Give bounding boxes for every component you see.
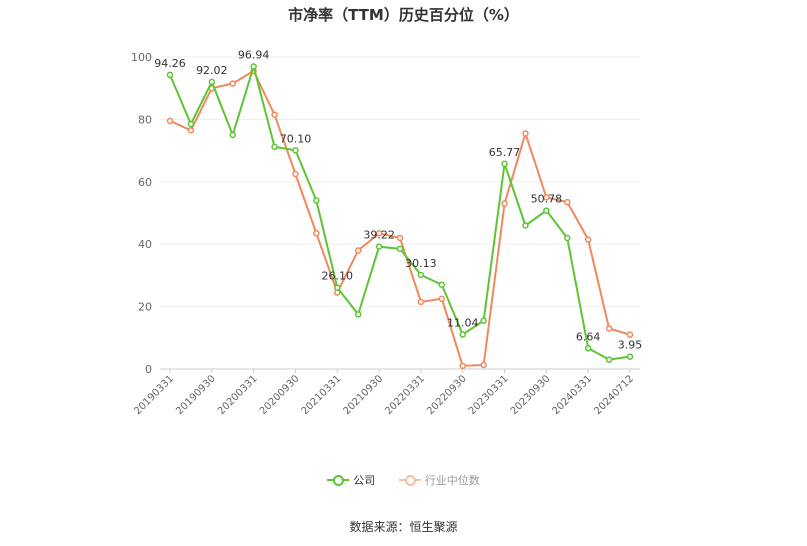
data-label: 39.22 — [363, 229, 395, 242]
y-tick-label: 100 — [131, 51, 152, 64]
data-source: 数据来源：恒生聚源 — [349, 520, 458, 534]
data-point — [313, 230, 320, 237]
x-tick-label: 20200331 — [216, 373, 260, 417]
data-label: 50.78 — [531, 193, 563, 206]
series-line-company — [169, 62, 631, 361]
data-label: 26.10 — [322, 270, 354, 283]
data-point — [626, 353, 634, 360]
y-tick-label: 20 — [138, 301, 152, 314]
x-tick-label: 20210331 — [300, 373, 344, 417]
legend-swatch-company — [327, 475, 350, 486]
data-point — [501, 200, 508, 207]
data-label: 30.13 — [405, 257, 437, 270]
data-point — [543, 194, 550, 201]
legend: 公司 行业中位数 — [0, 472, 807, 488]
x-tick-label: 20240712 — [592, 373, 636, 417]
y-tick-label: 60 — [138, 176, 152, 189]
data-point — [166, 117, 174, 125]
data-point — [271, 143, 278, 151]
data-point — [564, 198, 571, 206]
data-point — [480, 317, 487, 324]
data-point — [375, 243, 383, 250]
x-tick-label: 20240331 — [551, 373, 595, 417]
x-tick-label: 20210930 — [341, 373, 385, 417]
chart-title: 市净率（TTM）历史百分位（%） — [288, 6, 519, 24]
data-point — [480, 361, 487, 369]
data-point — [229, 131, 236, 139]
data-point — [354, 311, 362, 318]
data-point — [313, 197, 320, 204]
data-point — [271, 111, 278, 118]
data-label: 6.64 — [576, 330, 601, 343]
data-point — [417, 271, 425, 279]
legend-swatch-industry-median — [398, 475, 421, 486]
data-point — [438, 295, 446, 303]
legend-label-company: 公司 — [353, 474, 376, 487]
data-point — [522, 130, 529, 137]
data-point — [396, 245, 404, 253]
data-point — [605, 356, 613, 363]
legend-item-industry-median[interactable]: 行业中位数 — [398, 472, 480, 488]
data-point — [396, 234, 404, 242]
x-tick-label: 20230331 — [467, 373, 511, 417]
data-label: 94.26 — [154, 57, 186, 70]
data-point — [626, 331, 634, 338]
data-point — [187, 120, 195, 128]
y-tick-label: 40 — [138, 238, 152, 251]
y-tick-label: 0 — [145, 363, 152, 376]
x-tick-label: 20220930 — [425, 373, 469, 417]
data-label: 65.77 — [489, 146, 521, 159]
data-point — [522, 222, 529, 229]
data-label: 96.94 — [238, 49, 270, 62]
x-tick-label: 20190331 — [132, 373, 176, 417]
data-point — [292, 147, 299, 154]
data-point — [605, 325, 613, 332]
data-point — [166, 71, 174, 79]
data-point — [375, 230, 383, 237]
data-point — [334, 284, 341, 291]
data-point — [208, 78, 216, 86]
data-point — [584, 345, 592, 352]
data-point — [354, 247, 362, 254]
data-point — [438, 281, 446, 289]
data-label: 70.10 — [280, 132, 312, 145]
data-point — [187, 127, 195, 134]
x-tick-label: 20200930 — [258, 373, 302, 417]
data-point — [250, 63, 257, 70]
x-tick-label: 20190930 — [174, 373, 218, 417]
data-point — [543, 207, 550, 214]
data-label: 11.04 — [447, 317, 479, 330]
legend-item-company[interactable]: 公司 — [327, 472, 375, 488]
data-point — [564, 234, 571, 242]
data-point — [229, 80, 236, 87]
data-point — [501, 160, 508, 168]
data-label: 3.95 — [618, 339, 643, 352]
data-point — [459, 331, 466, 338]
data-point — [584, 236, 592, 243]
x-tick-label: 20230930 — [509, 373, 553, 417]
data-point — [417, 298, 425, 306]
data-point — [292, 170, 299, 178]
data-point — [459, 362, 466, 370]
x-tick-label: 20220331 — [383, 373, 427, 417]
data-label: 92.02 — [196, 64, 228, 77]
legend-label-industry-median: 行业中位数 — [424, 474, 480, 487]
y-tick-label: 80 — [138, 113, 152, 126]
